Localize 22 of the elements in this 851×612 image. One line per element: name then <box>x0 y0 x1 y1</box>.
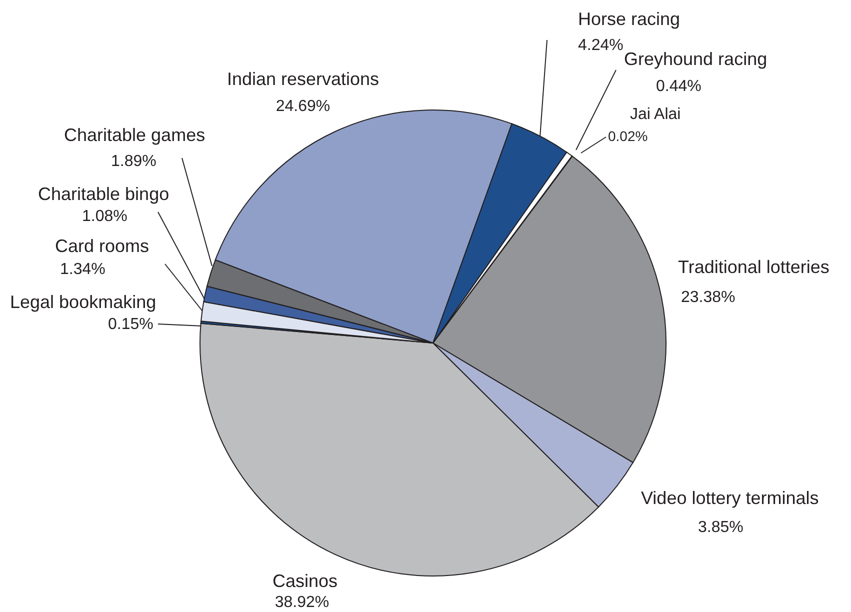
slice-label: Traditional lotteries <box>678 257 830 277</box>
slice-label: Charitable bingo <box>38 184 170 204</box>
slice-label: Jai Alai <box>630 106 681 123</box>
slice-label: Greyhound racing <box>624 49 768 69</box>
data-label: 0.44% <box>656 78 702 95</box>
data-label: 24.69% <box>276 98 330 115</box>
data-label: 3.85% <box>698 519 744 536</box>
slice-label: Charitable games <box>64 125 206 145</box>
data-label: 0.15% <box>108 316 154 333</box>
slice-label: Card rooms <box>55 236 150 256</box>
data-label: 1.08% <box>82 208 128 225</box>
data-label: 0.02% <box>608 128 648 144</box>
slice-label: Indian reservations <box>226 69 380 89</box>
slice-label: Casinos <box>272 571 338 591</box>
data-label: 4.24% <box>578 37 624 54</box>
data-label: 23.38% <box>681 289 736 306</box>
slice-label: Horse racing <box>578 9 680 29</box>
slice-label: Video lottery terminals <box>641 488 819 508</box>
slice-label: Legal bookmaking <box>10 292 156 312</box>
data-label: 1.34% <box>60 261 106 278</box>
data-label: 1.89% <box>111 153 156 170</box>
data-label: 38.92% <box>274 594 330 611</box>
